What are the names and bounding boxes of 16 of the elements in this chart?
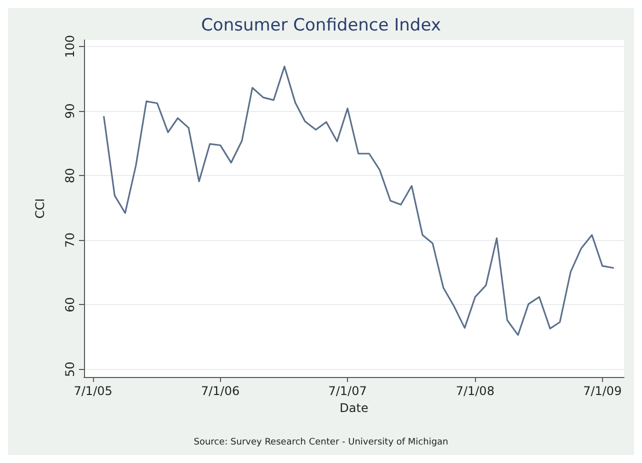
line-series xyxy=(103,66,614,336)
y-tick-label: 80 xyxy=(63,168,77,184)
y-tick-label: 70 xyxy=(63,232,77,248)
x-axis-title: Date xyxy=(340,400,368,415)
x-tick-label: 7/1/06 xyxy=(200,384,240,398)
y-tick-label: 100 xyxy=(63,35,77,58)
x-tick-label: 7/1/07 xyxy=(328,384,367,398)
x-tick-label: 7/1/05 xyxy=(74,384,112,398)
y-tick-label: 90 xyxy=(63,103,77,119)
y-axis-title: CCI xyxy=(33,198,47,219)
y-tick-label: 50 xyxy=(63,362,77,377)
y-tick-label: 60 xyxy=(63,297,77,312)
source-note: Source: Survey Research Center - University of Michigan xyxy=(194,438,448,448)
x-tick-label: 7/1/09 xyxy=(583,384,622,398)
x-tick-label: 7/1/08 xyxy=(456,384,494,398)
chart-title: Consumer Confidence Index xyxy=(201,16,441,36)
